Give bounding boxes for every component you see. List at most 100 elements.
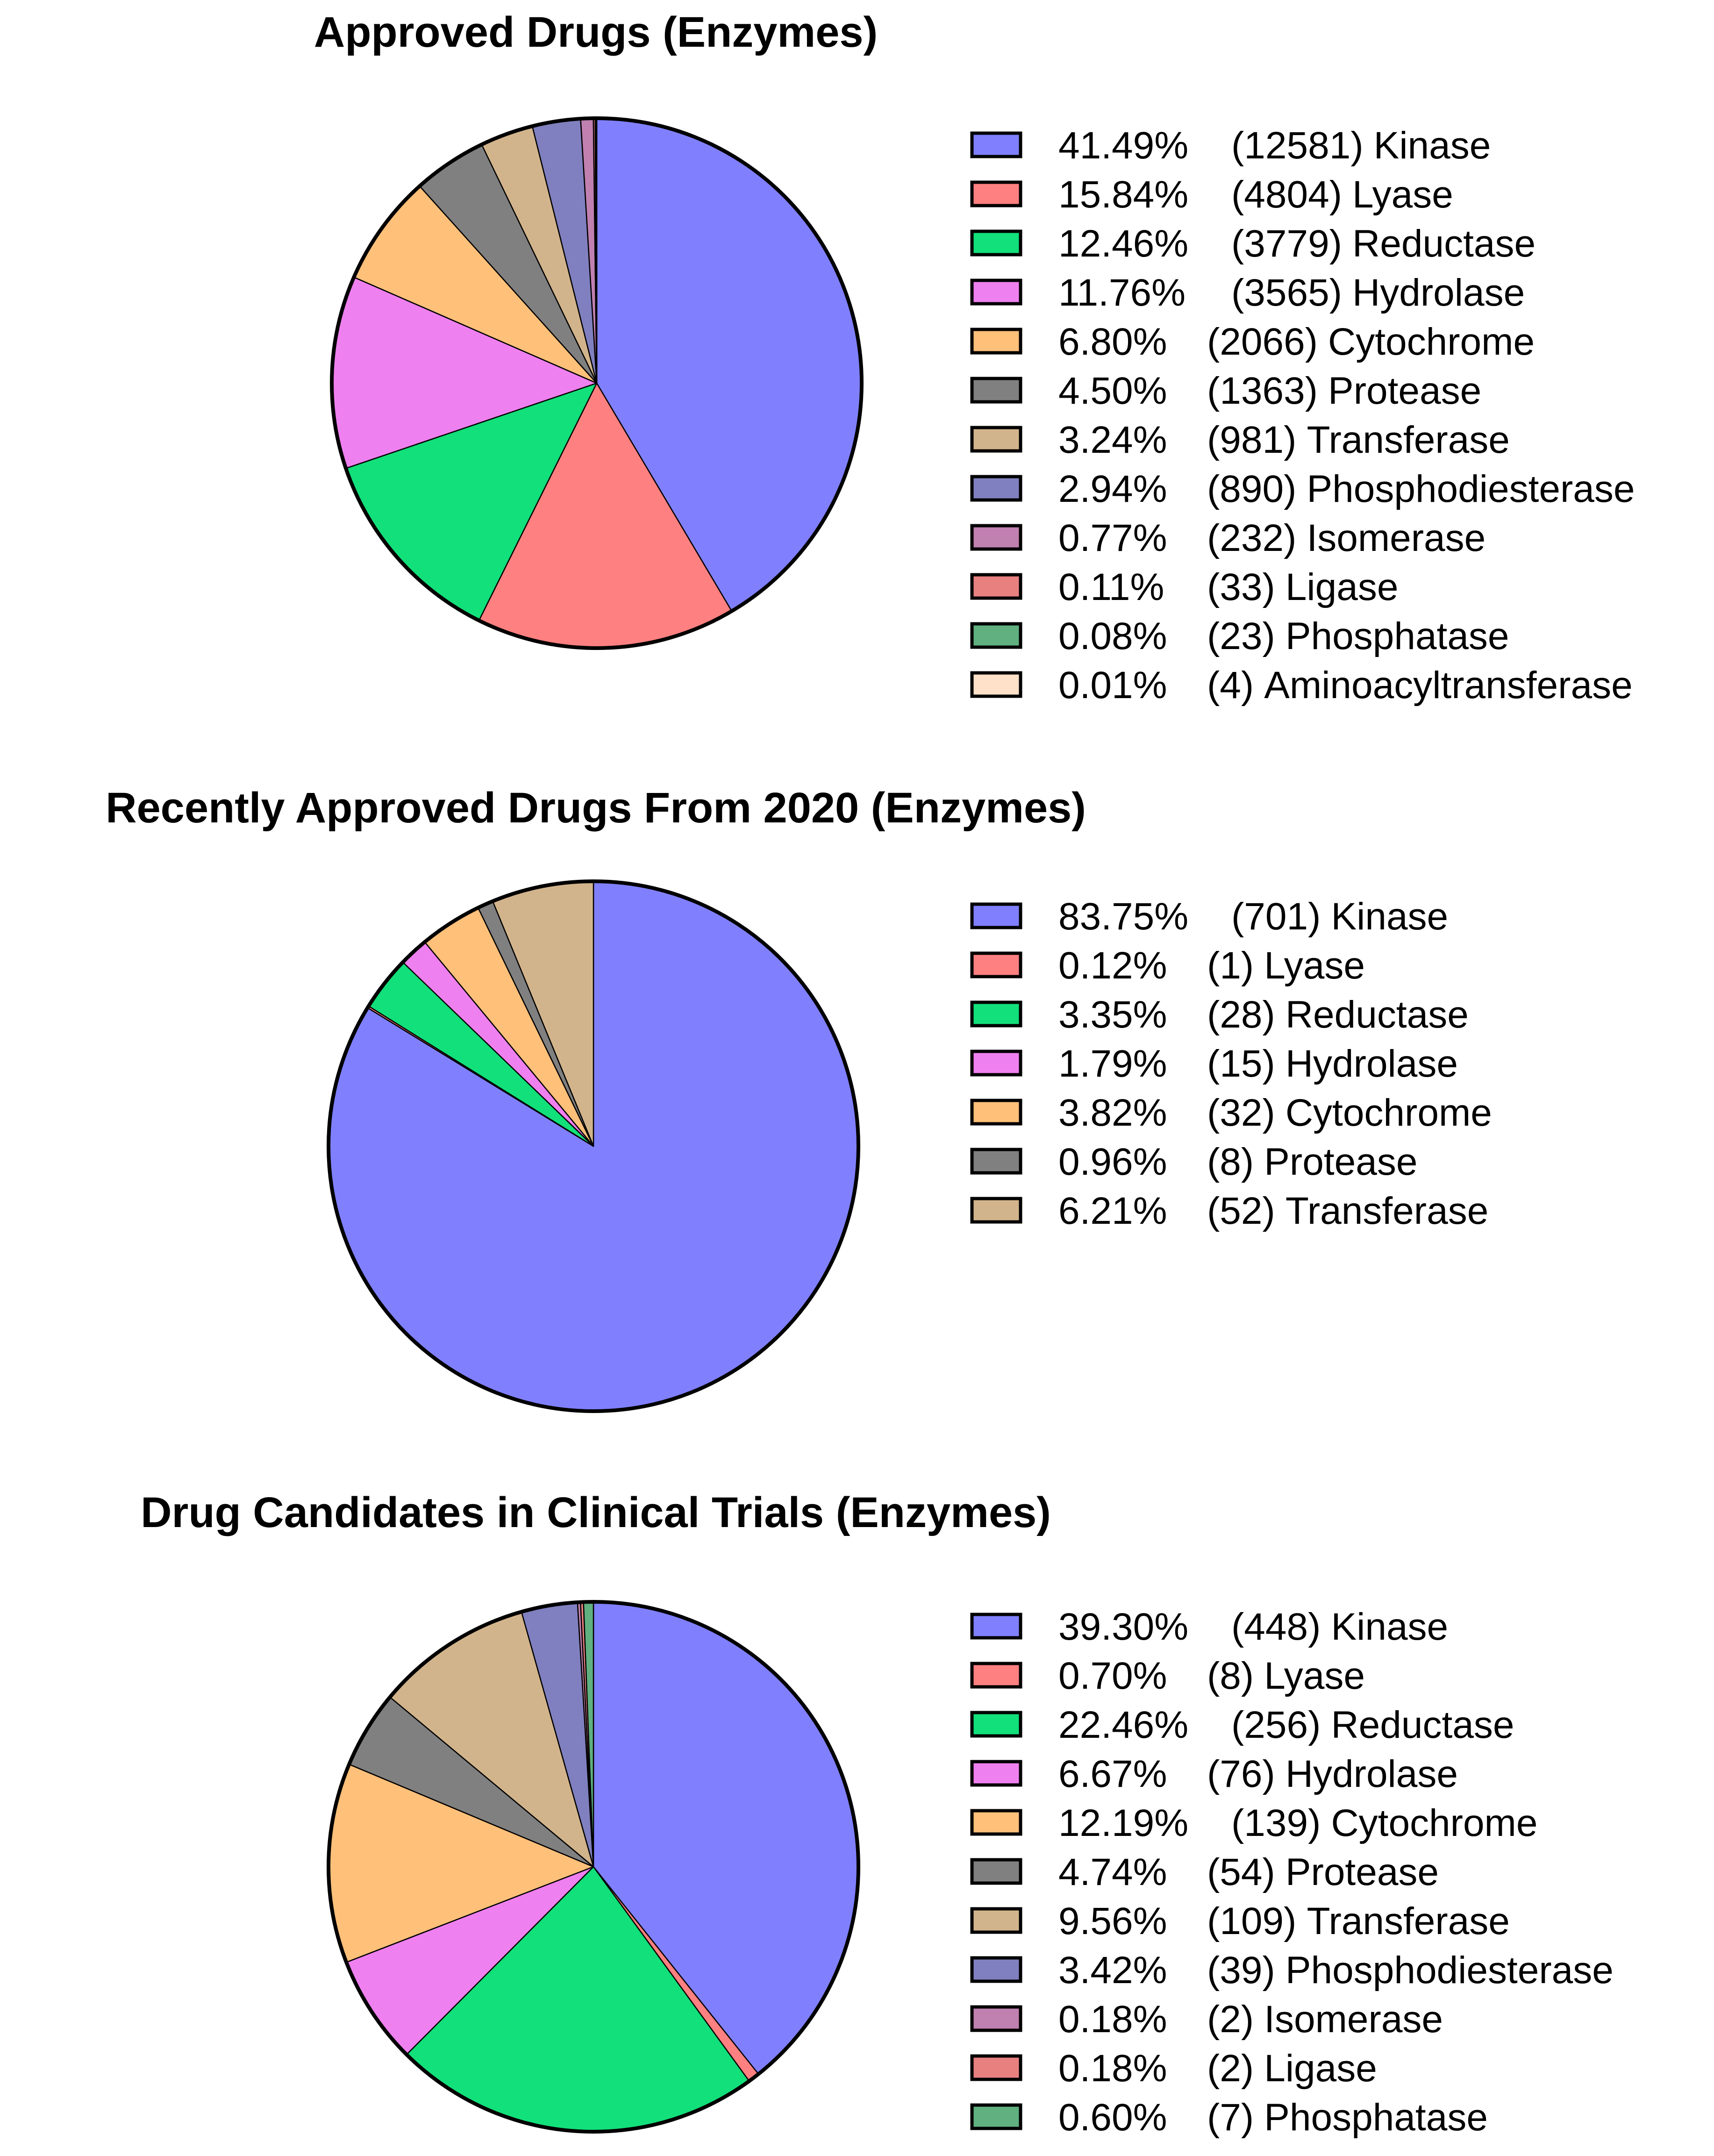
legend-percent: 4.50% [1058,370,1167,412]
legend-label: Kinase [1331,895,1448,938]
legend-swatch [970,426,1022,453]
legend-percent: 3.24% [1058,419,1167,461]
pie-chart-1: Approved Drugs (Enzymes) 41.49% (12581) Kin… [314,8,1635,707]
legend-label: Transferase [1307,1900,1509,1942]
legend-count: (3565) [1231,271,1342,314]
legend-count: (1) [1207,944,1254,987]
legend-swatch [970,902,1022,929]
legend-count: (39) [1207,1949,1275,1992]
legend-label: Phosphodiesterase [1286,1949,1614,1992]
pie-chart-3: Drug Candidates in Clinical Trials (Enzy… [141,1489,1614,2139]
legend-label: Transferase [1307,419,1509,461]
legend-label: Cytochrome [1331,1802,1537,1844]
legend-item-transferase: 9.56% (109) Transferase [970,1900,1510,1942]
legend-count: (3779) [1231,222,1342,265]
legend-count: (2) [1207,1998,1254,2041]
legend-item-cytochrome: 3.82% (32) Cytochrome [970,1092,1492,1134]
legend-percent: 11.76% [1058,271,1186,314]
legend-count: (4804) [1231,173,1342,216]
legend-count: (8) [1207,1655,1254,1697]
legend-count: (54) [1207,1851,1275,1893]
legend-percent: 3.82% [1058,1092,1167,1134]
legend-label: Lyase [1352,173,1453,216]
legend-label: Reductase [1331,1704,1514,1746]
legend-percent: 0.11% [1058,566,1164,608]
legend-percent: 6.67% [1058,1753,1167,1795]
legend-label: Kinase [1331,1606,1448,1648]
legend-count: (12581) [1231,124,1364,167]
legend-count: (52) [1207,1190,1275,1232]
legend-percent: 0.12% [1058,944,1167,987]
legend-count: (23) [1207,615,1275,657]
legend: 41.49% (12581) Kinase 15.84% (4804) Lyase 12.4… [970,124,1635,707]
legend-swatch [970,622,1022,649]
legend-count: (981) [1207,419,1296,461]
legend-count: (32) [1207,1092,1275,1134]
legend-item-kinase: 41.49% (12581) Kinase [970,124,1491,167]
legend-percent: 1.79% [1058,1042,1167,1085]
legend-item-lyase: 15.84% (4804) Lyase [970,173,1453,216]
legend-percent: 83.75% [1058,895,1188,938]
legend-label: Phosphatase [1264,2096,1488,2139]
legend-swatch [970,1662,1022,1689]
legend-label: Protease [1328,370,1481,412]
legend-item-hydrolase: 11.76% (3565) Hydrolase [970,271,1525,314]
legend-item-lyase: 0.12% (1) Lyase [970,944,1365,987]
pie-outline [327,1600,860,2134]
legend-count: (890) [1207,468,1296,510]
legend-item-kinase: 83.75% (701) Kinase [970,895,1448,938]
legend-percent: 6.80% [1058,321,1167,363]
legend-swatch [970,1760,1022,1787]
legend-label: Isomerase [1307,517,1485,559]
legend-swatch [970,1049,1022,1077]
legend-count: (8) [1207,1141,1254,1183]
legend-percent: 22.46% [1058,1704,1188,1746]
legend-count: (4) [1207,664,1254,707]
legend-item-cytochrome: 12.19% (139) Cytochrome [970,1802,1537,1844]
legend-count: (139) [1231,1802,1321,1844]
legend-item-ligase: 0.11% (33) Ligase [970,566,1399,608]
legend-count: (1363) [1207,370,1318,412]
legend-percent: 12.19% [1058,1802,1188,1844]
legend-item-phosphatase: 0.08% (23) Phosphatase [970,615,1509,657]
legend-count: (33) [1207,566,1275,608]
legend-item-reductase: 12.46% (3779) Reductase [970,222,1535,265]
legend-percent: 0.70% [1058,1655,1167,1697]
pie-outline [330,116,864,650]
legend-label: Lyase [1264,1655,1365,1697]
legend-swatch [970,2054,1022,2081]
legend-swatch [970,1099,1022,1126]
legend-label: Transferase [1286,1190,1488,1232]
legend-item-hydrolase: 1.79% (15) Hydrolase [970,1042,1458,1085]
legend-percent: 3.35% [1058,993,1167,1036]
legend-percent: 0.60% [1058,2096,1167,2139]
legend-swatch [970,951,1022,978]
legend-percent: 0.01% [1058,664,1167,707]
legend-percent: 6.21% [1058,1190,1167,1232]
legend-item-phosphodiesterase: 3.42% (39) Phosphodiesterase [970,1949,1614,1992]
legend-label: Ligase [1264,2047,1377,2090]
legend-percent: 0.77% [1058,517,1167,559]
legend-percent: 0.96% [1058,1141,1167,1183]
legend-label: Protease [1264,1141,1417,1183]
legend-percent: 41.49% [1058,124,1188,167]
legend-item-phosphatase: 0.60% (7) Phosphatase [970,2096,1488,2139]
legend-item-lyase: 0.70% (8) Lyase [970,1655,1365,1697]
legend-item-cytochrome: 6.80% (2066) Cytochrome [970,321,1535,363]
legend-label: Reductase [1352,222,1535,265]
legend-item-transferase: 3.24% (981) Transferase [970,419,1510,461]
pie-slices [328,880,859,1412]
pie-slices [328,1601,859,2133]
legend-label: Aminoacyltransferase [1264,664,1632,707]
legend: 83.75% (701) Kinase 0.12% (1) Lyase 3.35% (28) R… [970,895,1492,1232]
legend-item-reductase: 22.46% (256) Reductase [970,1704,1514,1746]
legend-swatch [970,1809,1022,1836]
legend-item-protease: 4.50% (1363) Protease [970,370,1481,412]
legend-swatch [970,1197,1022,1224]
legend-swatch [970,2103,1022,2130]
legend-swatch [970,1613,1022,1640]
legend-label: Ligase [1286,566,1399,608]
legend-label: Isomerase [1264,1998,1443,2041]
legend-swatch [970,180,1022,207]
legend-item-phosphodiesterase: 2.94% (890) Phosphodiesterase [970,468,1635,510]
